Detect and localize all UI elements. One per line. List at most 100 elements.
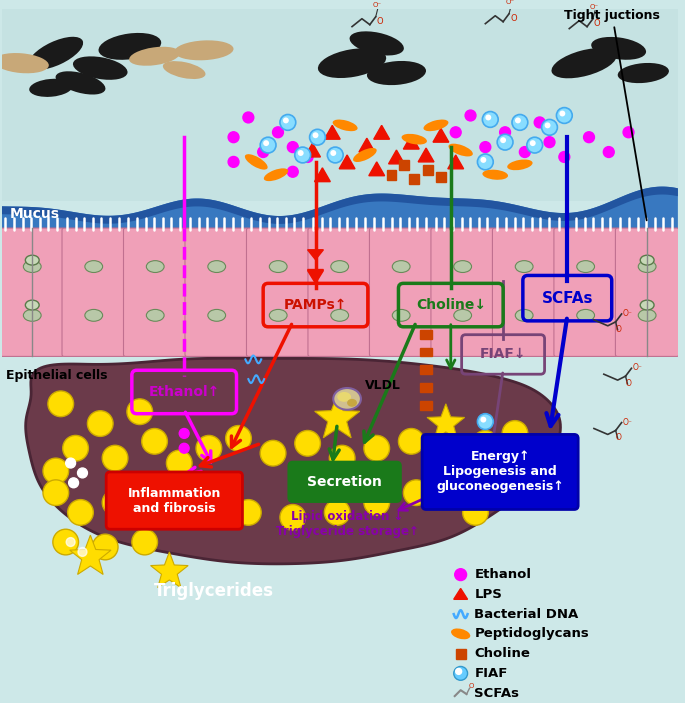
Circle shape [364, 490, 390, 515]
Circle shape [497, 134, 513, 150]
Text: SCFAs: SCFAs [542, 290, 593, 306]
Text: VLDL: VLDL [365, 379, 401, 392]
Circle shape [530, 140, 536, 146]
Polygon shape [374, 125, 390, 139]
Bar [436, 172, 446, 181]
Circle shape [263, 140, 269, 146]
Ellipse shape [453, 261, 471, 273]
Ellipse shape [129, 46, 180, 66]
Polygon shape [314, 395, 360, 438]
Polygon shape [70, 535, 111, 574]
Ellipse shape [551, 48, 616, 78]
Circle shape [295, 147, 310, 163]
Ellipse shape [318, 49, 386, 78]
Ellipse shape [25, 300, 39, 310]
Circle shape [258, 147, 269, 157]
Polygon shape [25, 359, 560, 564]
FancyBboxPatch shape [308, 228, 371, 356]
Text: Tight juctions: Tight juctions [564, 8, 660, 220]
Circle shape [473, 430, 498, 456]
Circle shape [477, 154, 493, 170]
Circle shape [43, 480, 68, 505]
Text: O: O [616, 325, 621, 334]
Circle shape [236, 500, 261, 525]
Circle shape [68, 478, 79, 488]
Circle shape [330, 150, 336, 156]
Circle shape [443, 465, 469, 491]
Ellipse shape [29, 37, 83, 70]
Circle shape [179, 444, 189, 453]
Circle shape [450, 127, 461, 138]
Circle shape [127, 399, 153, 425]
Circle shape [48, 391, 73, 417]
Ellipse shape [55, 71, 105, 94]
Polygon shape [308, 271, 323, 283]
Ellipse shape [245, 154, 268, 169]
Polygon shape [433, 129, 449, 142]
Polygon shape [427, 404, 464, 439]
Circle shape [280, 505, 306, 530]
Circle shape [534, 117, 545, 128]
Text: O: O [616, 433, 621, 442]
Text: O: O [625, 379, 632, 388]
Bar [399, 160, 410, 170]
Text: O⁻: O⁻ [623, 418, 632, 427]
Ellipse shape [73, 56, 127, 80]
FancyBboxPatch shape [422, 434, 578, 510]
Circle shape [325, 500, 350, 525]
Ellipse shape [367, 61, 426, 85]
Text: Choline↓: Choline↓ [416, 298, 486, 312]
Circle shape [559, 152, 570, 162]
Circle shape [403, 480, 429, 505]
Circle shape [542, 120, 558, 135]
Ellipse shape [577, 261, 595, 273]
Text: Secretion: Secretion [307, 475, 382, 489]
Bar [420, 330, 432, 339]
Text: PAMPs↑: PAMPs↑ [284, 298, 347, 312]
Text: Ethanol: Ethanol [475, 568, 532, 581]
Bar [420, 401, 432, 410]
Text: O: O [469, 683, 474, 689]
Text: Peptidoglycans: Peptidoglycans [475, 627, 589, 640]
Text: SCFAs: SCFAs [475, 687, 519, 699]
Circle shape [288, 142, 298, 153]
Ellipse shape [85, 261, 103, 273]
Text: FIAF↓: FIAF↓ [480, 347, 526, 361]
Text: O⁻: O⁻ [623, 309, 632, 318]
Ellipse shape [334, 388, 361, 410]
Bar [456, 649, 466, 659]
Circle shape [312, 132, 319, 138]
Circle shape [512, 115, 528, 130]
Circle shape [329, 445, 355, 471]
Circle shape [519, 147, 530, 157]
Ellipse shape [515, 309, 533, 321]
Circle shape [486, 115, 491, 120]
Ellipse shape [331, 261, 349, 273]
Circle shape [477, 413, 493, 430]
FancyBboxPatch shape [615, 228, 679, 356]
Circle shape [560, 110, 565, 117]
Ellipse shape [640, 300, 654, 310]
Polygon shape [1, 186, 678, 224]
FancyBboxPatch shape [62, 228, 125, 356]
Ellipse shape [23, 261, 41, 273]
Polygon shape [151, 552, 188, 588]
Circle shape [88, 411, 113, 437]
Polygon shape [339, 155, 355, 169]
Ellipse shape [451, 628, 471, 639]
Ellipse shape [85, 309, 103, 321]
Text: Ethanol↑: Ethanol↑ [149, 385, 220, 399]
Circle shape [482, 112, 498, 127]
FancyBboxPatch shape [554, 228, 617, 356]
Circle shape [544, 136, 555, 148]
Circle shape [66, 458, 75, 468]
Circle shape [603, 147, 614, 157]
Text: O⁻: O⁻ [506, 0, 515, 5]
Polygon shape [369, 162, 384, 176]
Circle shape [556, 108, 572, 124]
Polygon shape [325, 125, 340, 139]
FancyBboxPatch shape [493, 228, 556, 356]
Ellipse shape [401, 134, 427, 145]
Ellipse shape [25, 255, 39, 265]
Polygon shape [388, 150, 404, 164]
